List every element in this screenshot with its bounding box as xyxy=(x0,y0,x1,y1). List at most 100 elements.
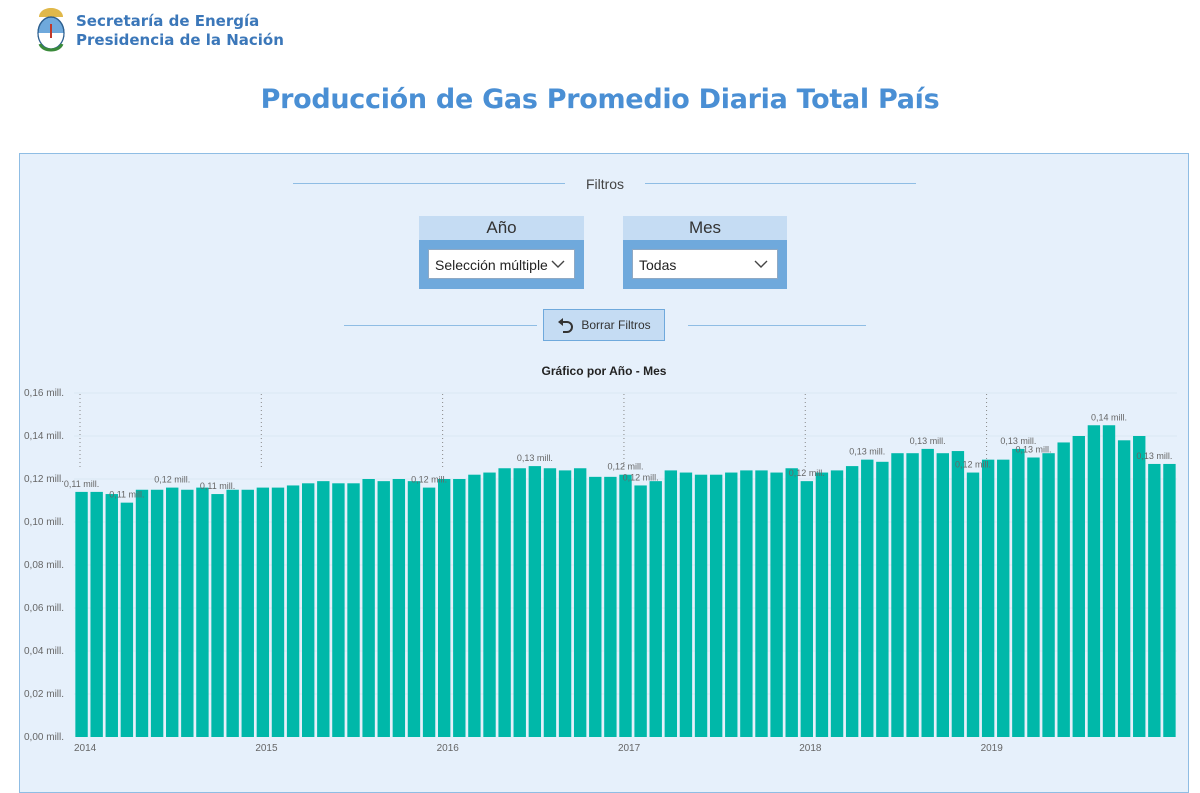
filtros-label: Filtros xyxy=(585,176,625,192)
bar[interactable] xyxy=(861,459,874,737)
year-slicer-title: Año xyxy=(419,216,584,240)
bar[interactable] xyxy=(966,472,980,737)
bar[interactable] xyxy=(558,470,572,737)
bar[interactable] xyxy=(256,487,270,737)
bar[interactable] xyxy=(317,481,330,737)
bar[interactable] xyxy=(1102,425,1116,737)
bar[interactable] xyxy=(90,491,103,737)
bar[interactable] xyxy=(604,476,617,737)
bar[interactable] xyxy=(392,479,406,737)
data-label: 0,11 mill. xyxy=(109,490,144,500)
year-dropdown[interactable]: Selección múltiple xyxy=(428,249,575,279)
bar[interactable] xyxy=(573,468,587,737)
bar[interactable] xyxy=(740,470,753,737)
bar[interactable] xyxy=(286,485,300,737)
bar[interactable] xyxy=(1163,463,1176,737)
y-tick-label: 0,08 mill. xyxy=(24,560,64,571)
data-label: 0,12 mill. xyxy=(411,475,447,485)
month-dropdown[interactable]: Todas xyxy=(632,249,778,279)
bar[interactable] xyxy=(709,474,723,737)
y-tick-label: 0,12 mill. xyxy=(24,474,64,485)
y-tick-label: 0,02 mill. xyxy=(24,689,64,700)
bar[interactable] xyxy=(830,470,844,737)
data-label: 0,13 mill. xyxy=(849,447,885,457)
bar[interactable] xyxy=(649,481,662,737)
bar[interactable] xyxy=(1042,453,1055,737)
bar[interactable] xyxy=(936,453,949,737)
bar[interactable] xyxy=(694,474,708,737)
bar[interactable] xyxy=(105,494,118,737)
bar[interactable] xyxy=(1057,442,1070,737)
bar[interactable] xyxy=(75,491,88,737)
bar[interactable] xyxy=(589,476,602,737)
y-tick-label: 0,10 mill. xyxy=(24,517,64,528)
bar[interactable] xyxy=(1072,436,1085,737)
bar[interactable] xyxy=(302,483,315,737)
bar[interactable] xyxy=(845,466,859,737)
bar[interactable] xyxy=(468,474,481,737)
reset-filters-button[interactable]: Borrar Filtros xyxy=(543,309,665,341)
bar[interactable] xyxy=(1027,457,1040,738)
bar[interactable] xyxy=(377,481,390,737)
reset-filters-label: Borrar Filtros xyxy=(581,318,651,332)
bar[interactable] xyxy=(271,487,285,737)
bar[interactable] xyxy=(150,489,164,737)
bar[interactable] xyxy=(1087,425,1101,737)
data-label: 0,11 mill. xyxy=(64,479,99,489)
bar[interactable] xyxy=(528,466,542,737)
bar[interactable] xyxy=(543,468,557,737)
undo-icon xyxy=(558,318,574,333)
bar[interactable] xyxy=(498,468,511,737)
bar[interactable] xyxy=(785,468,798,737)
bar[interactable] xyxy=(997,459,1010,737)
bar[interactable] xyxy=(453,479,466,737)
x-tick-label: 2015 xyxy=(255,743,278,754)
bar[interactable] xyxy=(211,494,224,737)
bar[interactable] xyxy=(1133,436,1146,737)
brand-header: Secretaría de Energía Presidencia de la … xyxy=(34,6,284,56)
bar[interactable] xyxy=(135,489,149,737)
bar[interactable] xyxy=(755,470,768,737)
bar[interactable] xyxy=(770,472,783,737)
bar[interactable] xyxy=(800,481,814,737)
filtros-divider-left xyxy=(293,183,565,184)
chevron-down-icon xyxy=(754,260,768,268)
bar[interactable] xyxy=(513,468,526,737)
bar[interactable] xyxy=(241,489,254,737)
bar[interactable] xyxy=(891,453,904,737)
bar[interactable] xyxy=(1012,448,1025,737)
bar[interactable] xyxy=(196,487,209,737)
bar[interactable] xyxy=(1148,463,1161,737)
bar[interactable] xyxy=(1117,440,1131,737)
bar[interactable] xyxy=(347,483,360,737)
bar[interactable] xyxy=(181,489,194,737)
month-slicer: Mes Todas xyxy=(623,216,787,289)
bar[interactable] xyxy=(437,479,451,737)
y-tick-label: 0,00 mill. xyxy=(24,732,64,743)
bar[interactable] xyxy=(664,470,678,737)
x-tick-label: 2016 xyxy=(437,743,460,754)
bar[interactable] xyxy=(120,502,134,737)
bar[interactable] xyxy=(679,472,693,737)
bar[interactable] xyxy=(981,459,995,737)
bar[interactable] xyxy=(407,481,421,737)
bar[interactable] xyxy=(906,453,919,737)
y-tick-label: 0,04 mill. xyxy=(24,646,64,657)
bar[interactable] xyxy=(951,451,965,737)
bar[interactable] xyxy=(921,448,934,737)
bar[interactable] xyxy=(166,487,179,737)
year-slicer: Año Selección múltiple xyxy=(419,216,584,289)
month-dropdown-value: Todas xyxy=(639,257,677,273)
bar[interactable] xyxy=(226,489,239,737)
bar[interactable] xyxy=(332,483,345,737)
bar[interactable] xyxy=(815,472,829,737)
bar[interactable] xyxy=(362,479,375,737)
data-label: 0,12 mill. xyxy=(789,468,825,478)
bar[interactable] xyxy=(422,487,436,737)
bar[interactable] xyxy=(876,461,889,737)
bar[interactable] xyxy=(483,472,496,737)
bar[interactable] xyxy=(634,485,647,737)
data-label: 0,13 mill. xyxy=(910,436,946,446)
bar[interactable] xyxy=(619,474,632,737)
bar[interactable] xyxy=(725,472,738,737)
